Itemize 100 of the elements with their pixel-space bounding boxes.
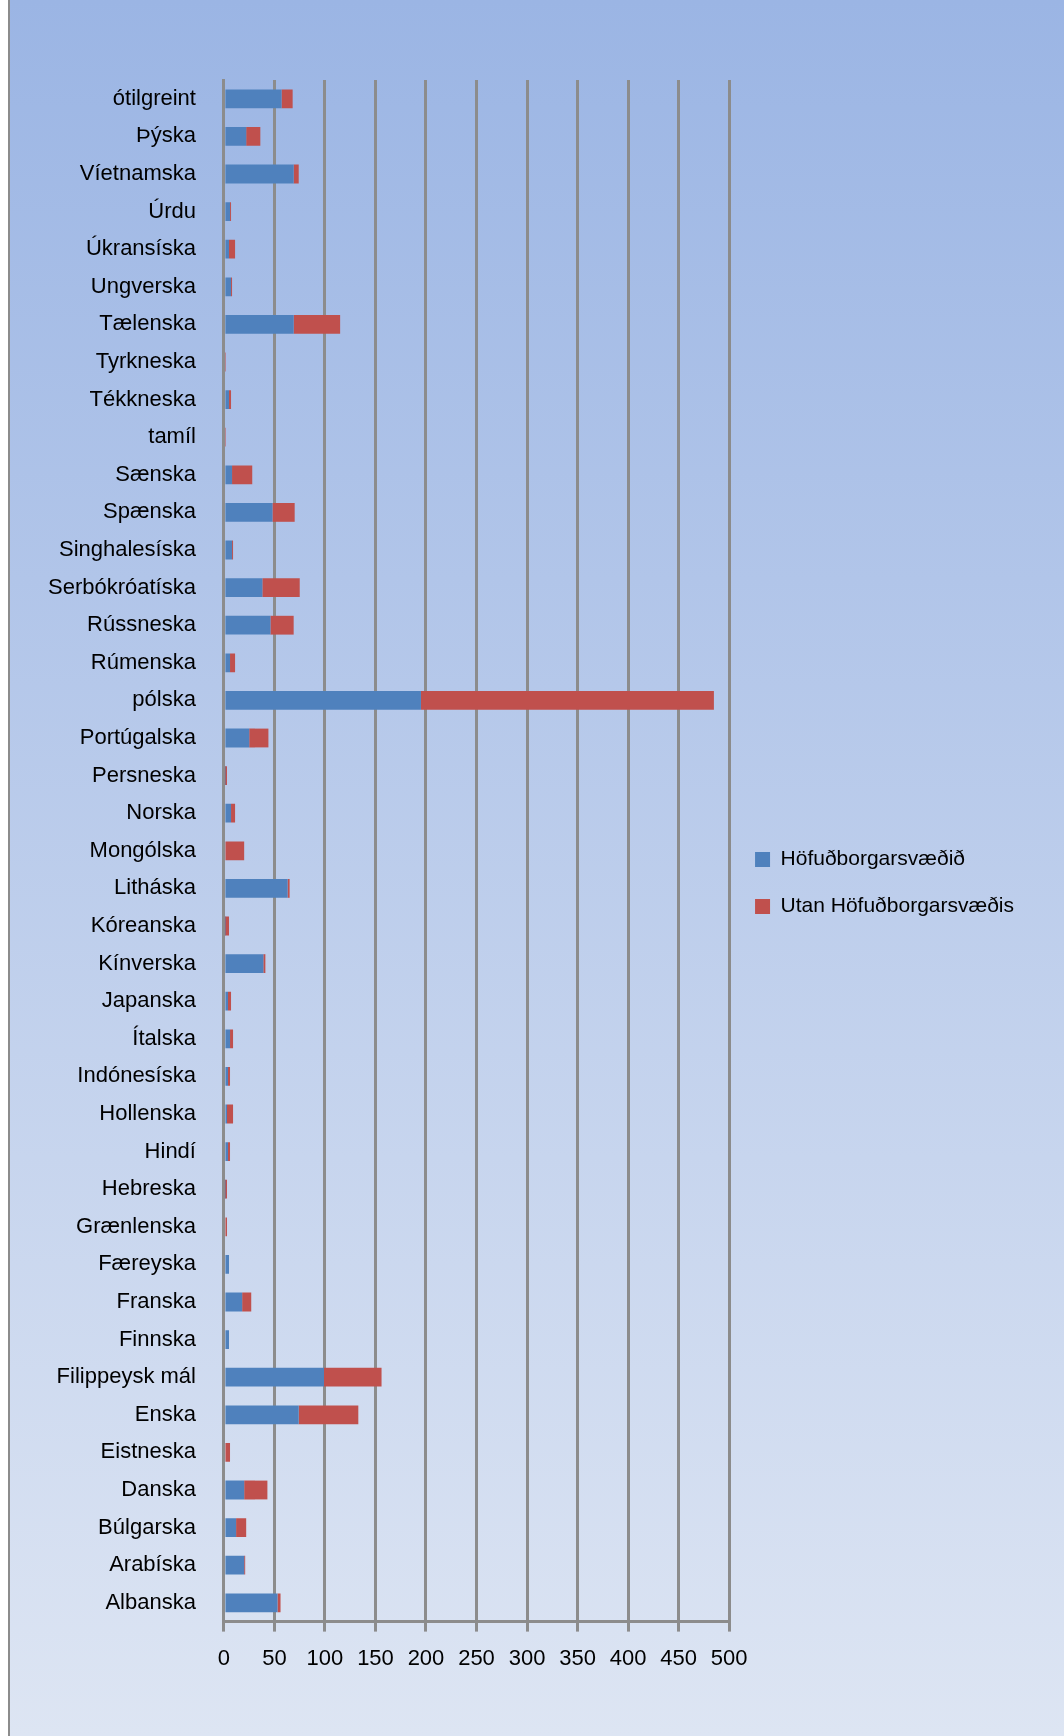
bar — [230, 1029, 234, 1049]
y-tick-label: Arabíska — [109, 1551, 197, 1577]
bar — [228, 991, 232, 1011]
bar — [225, 1255, 230, 1274]
y-tick-label: Portúgalska — [79, 724, 197, 750]
bar — [225, 691, 421, 710]
y-tick-label: Úkransíska — [85, 235, 197, 261]
bar — [225, 728, 250, 748]
bar — [225, 1405, 299, 1425]
y-tick-label: Filippeysk mál — [56, 1363, 196, 1389]
bar — [263, 954, 266, 973]
y-tick-label: Grænlenska — [76, 1212, 197, 1238]
y-tick-label: Persneska — [92, 761, 197, 787]
bar — [225, 164, 294, 184]
bar — [225, 1518, 237, 1537]
y-tick-label: Indónesíska — [77, 1062, 197, 1088]
y-tick-label: Litháska — [114, 874, 197, 900]
bar — [225, 1029, 231, 1049]
bar — [293, 315, 341, 334]
y-tick-label: Kóreanska — [90, 912, 197, 938]
y-tick-label: Franska — [116, 1288, 197, 1314]
y-tick-label: Kínverska — [98, 949, 197, 975]
bar — [272, 503, 295, 522]
y-tick-label: Singhalesíska — [58, 536, 197, 562]
y-tick-label: Spænska — [103, 498, 197, 524]
y-tick-label: tamíl — [148, 423, 196, 449]
y-tick-label: Rússneska — [87, 611, 197, 637]
x-tick-label: 50 — [262, 1644, 287, 1670]
bar — [225, 1555, 245, 1575]
y-tick-label: Sænska — [115, 460, 197, 486]
y-tick-label: Mongólska — [89, 836, 197, 862]
y-tick-label: Þýska — [136, 122, 197, 148]
bar — [225, 1330, 230, 1349]
bar — [231, 803, 236, 823]
y-tick-label: Tékkneska — [89, 385, 197, 411]
y-tick-label: Búlgarska — [98, 1513, 197, 1539]
y-tick-label: Danska — [121, 1476, 197, 1502]
bar — [225, 578, 263, 597]
y-tick-label: Færeyska — [98, 1250, 197, 1276]
y-tick-label: Tælenska — [99, 310, 197, 336]
x-tick-label: 450 — [660, 1644, 697, 1670]
bar — [225, 1443, 231, 1462]
bar — [225, 540, 233, 560]
bar — [225, 89, 282, 109]
x-tick-label: 250 — [458, 1644, 495, 1670]
bar — [229, 239, 236, 259]
x-tick-label: 100 — [306, 1644, 344, 1670]
x-tick-label: 150 — [357, 1644, 394, 1670]
y-tick-label: Ungverska — [90, 272, 197, 298]
x-tick-label: 500 — [710, 1644, 748, 1670]
y-tick-label: ótilgreint — [112, 84, 196, 110]
bar — [244, 1480, 268, 1500]
bar — [225, 1593, 278, 1613]
bar — [232, 465, 253, 485]
bar — [226, 1104, 234, 1124]
bar — [293, 164, 299, 184]
bar — [225, 879, 288, 898]
legend-label: Utan Höfuðborgarsvæðis — [780, 893, 1014, 917]
legend-label: Höfuðborgarsvæðið — [780, 846, 965, 870]
bar — [225, 841, 245, 861]
y-tick-label: Hebreska — [101, 1175, 197, 1201]
bar — [225, 803, 232, 823]
y-tick-label: Serbókróatíska — [47, 573, 197, 599]
x-tick-label: 400 — [609, 1644, 647, 1670]
y-tick-label: Eistneska — [100, 1438, 197, 1464]
x-tick-label: 350 — [559, 1644, 596, 1670]
bar — [225, 315, 294, 334]
bar — [225, 1367, 324, 1387]
bar — [270, 615, 294, 635]
bar — [277, 1593, 281, 1613]
bar — [229, 390, 232, 409]
y-tick-label: Albanska — [105, 1588, 197, 1614]
bar — [236, 1518, 247, 1537]
bar — [323, 1367, 382, 1387]
y-tick-label: pólska — [132, 686, 197, 712]
bar — [230, 653, 236, 673]
x-tick-label: 0 — [217, 1644, 231, 1670]
y-tick-label: Rúmenska — [90, 648, 197, 674]
x-tick-label: 300 — [508, 1644, 546, 1670]
y-tick-label: Norska — [126, 799, 197, 825]
y-tick-label: Ítalska — [132, 1024, 197, 1050]
bar — [281, 89, 293, 109]
y-tick-label: Víetnamska — [79, 160, 197, 186]
bar — [225, 202, 231, 221]
bar — [225, 1292, 243, 1312]
y-tick-label: Hindí — [144, 1137, 196, 1163]
y-tick-label: Finnska — [118, 1325, 197, 1351]
bar — [225, 653, 231, 673]
y-tick-label: Japanska — [101, 987, 197, 1013]
bar — [298, 1405, 359, 1425]
y-tick-label: Úrdu — [148, 197, 196, 223]
bar — [242, 1292, 252, 1312]
bar — [225, 390, 230, 409]
bar — [225, 239, 230, 259]
bar — [225, 615, 271, 635]
bar — [225, 465, 233, 485]
y-tick-label: Enska — [134, 1400, 197, 1426]
bar — [246, 127, 261, 146]
bar — [262, 578, 300, 597]
x-tick-label: 200 — [407, 1644, 445, 1670]
